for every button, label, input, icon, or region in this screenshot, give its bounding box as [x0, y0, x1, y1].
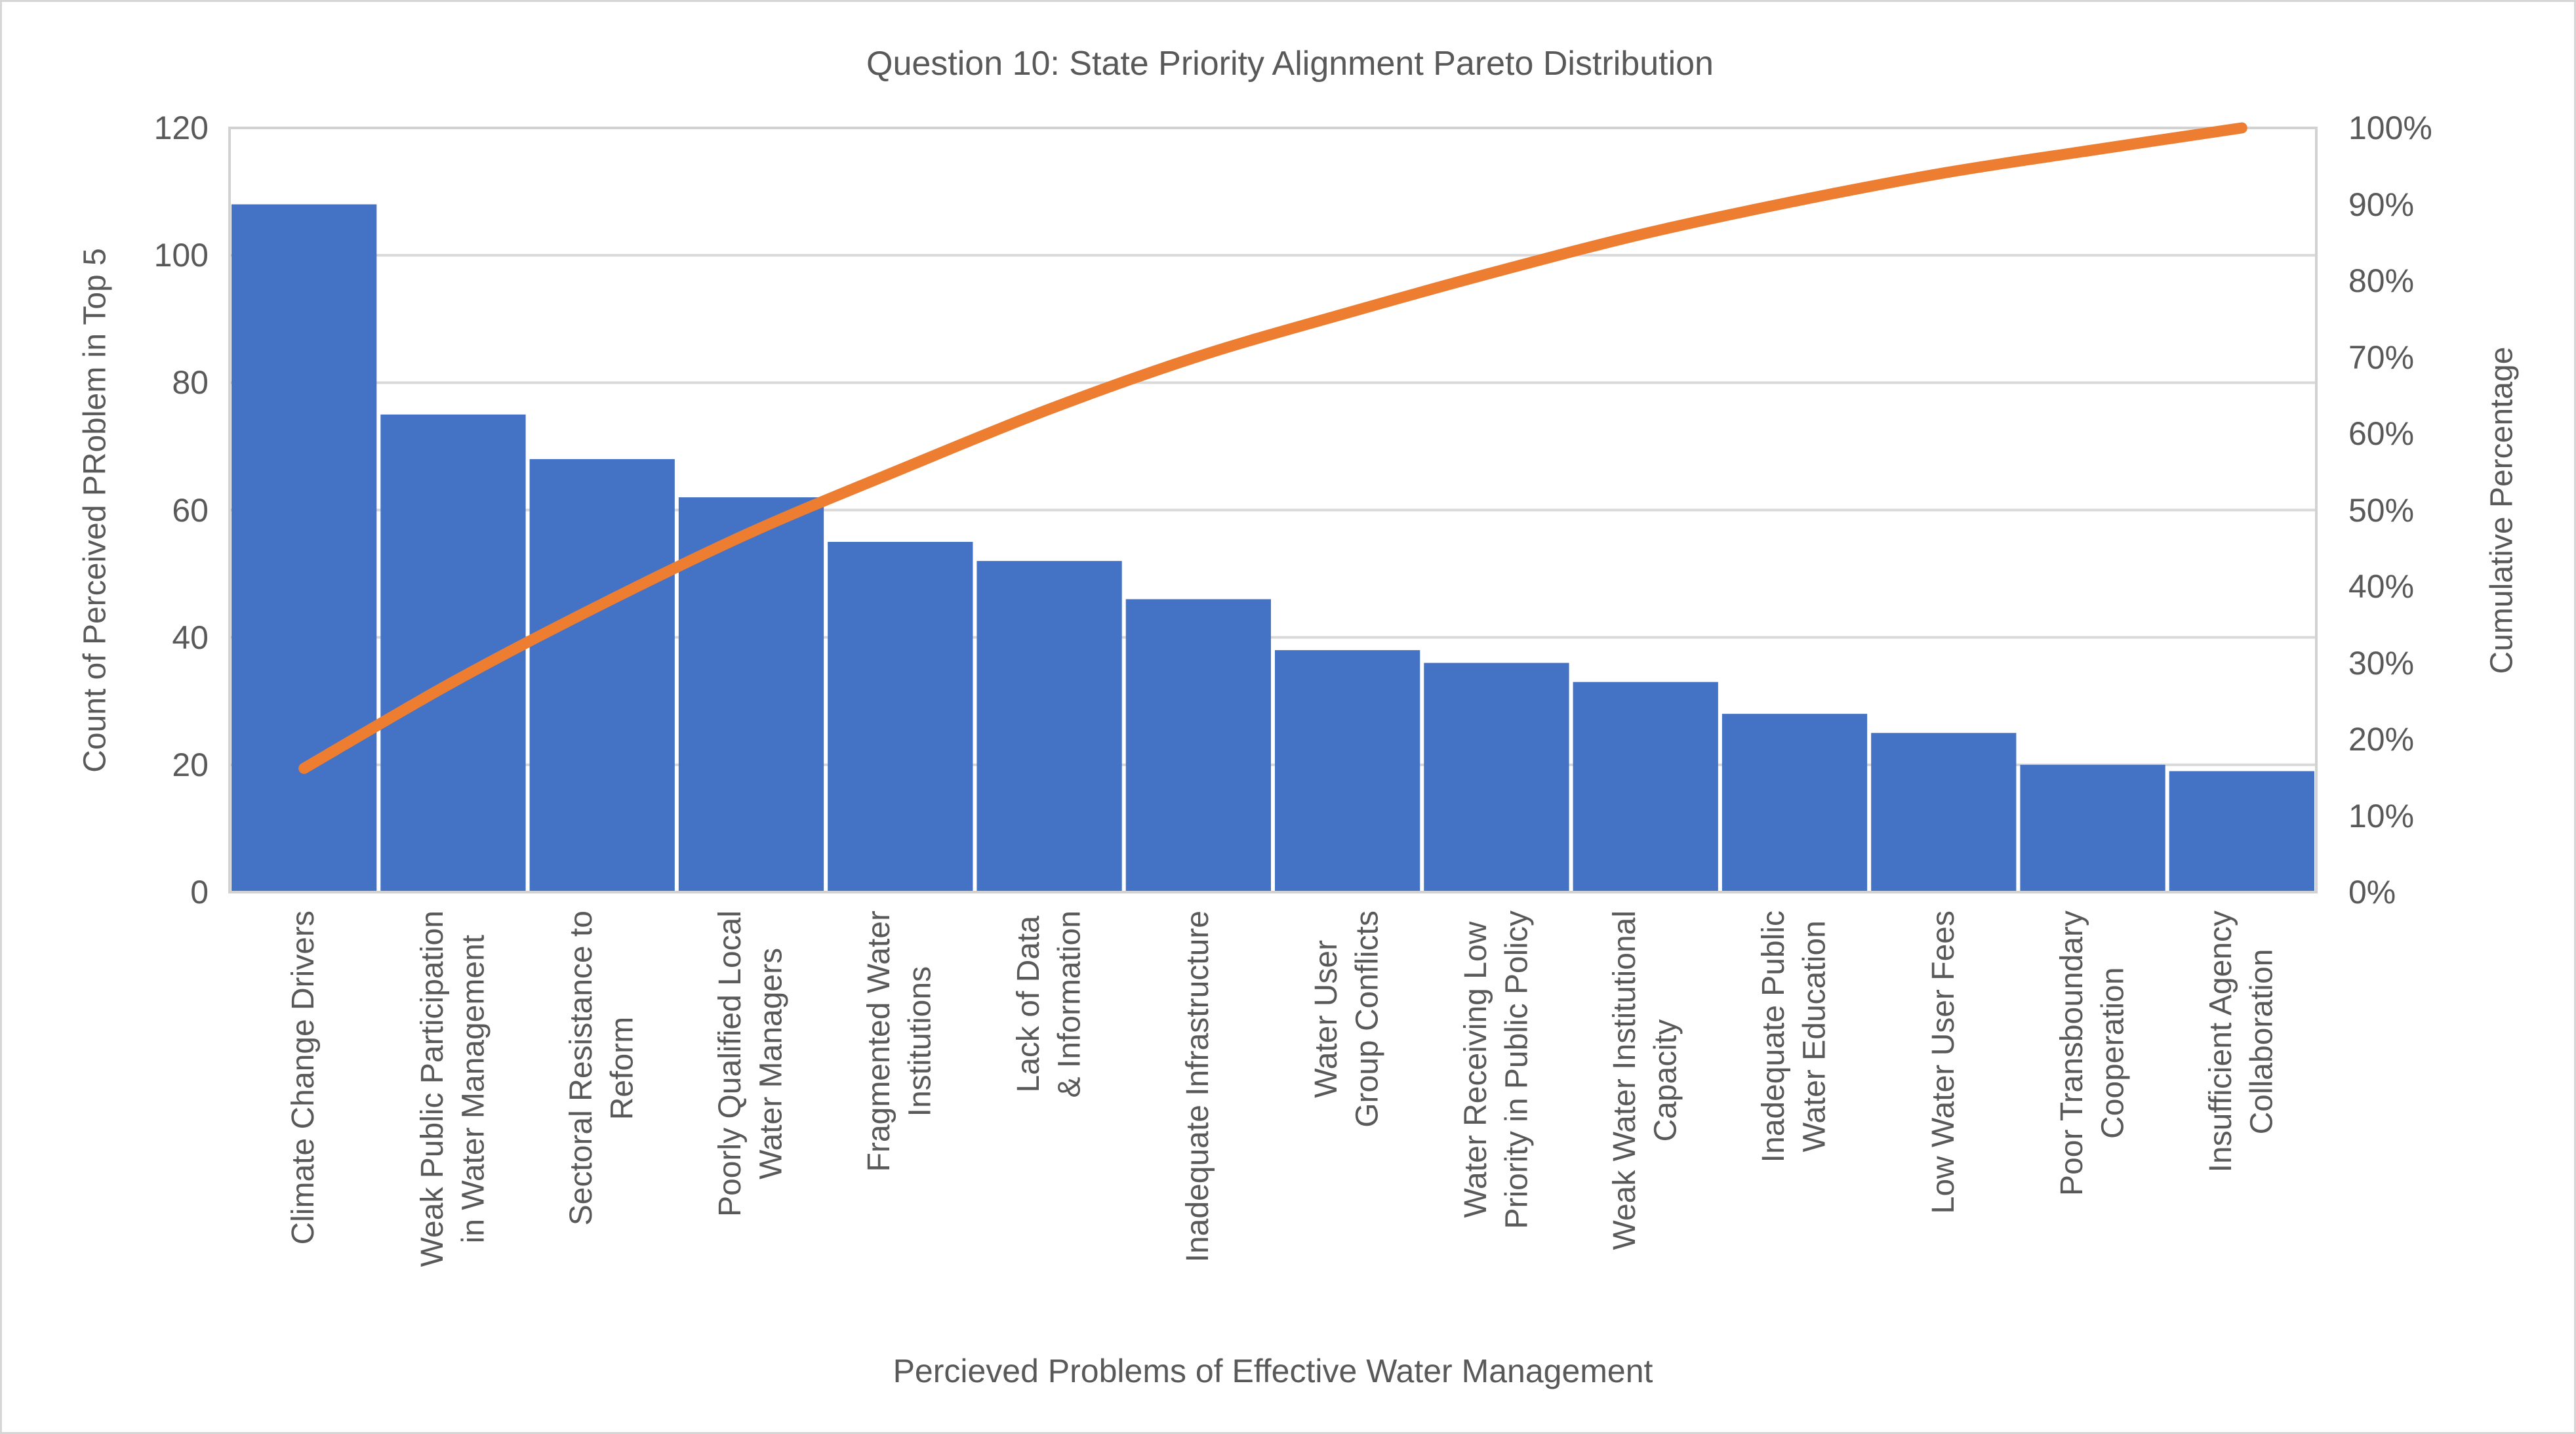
category-axis-labels: Climate Change Drivers Weak Public Partic… — [230, 911, 2316, 1267]
right-tick-label: 50% — [2348, 491, 2415, 529]
category-label: Poorly Qualified Local Water Managers — [713, 911, 789, 1217]
category-slot: Lack of Data & Information — [975, 911, 1123, 1097]
category-slot: Weak Water Institutional Capacity — [1571, 911, 1720, 1250]
cumulative-line — [298, 122, 2247, 774]
left-tick-label: 40 — [172, 619, 209, 656]
left-tick-label: 100 — [153, 237, 209, 274]
right-tick-label: 60% — [2348, 415, 2415, 452]
category-label: Water User Group Conflicts — [1309, 911, 1385, 1128]
bar — [2020, 764, 2165, 892]
bar — [1573, 682, 1718, 892]
category-label: Insufficient Agency Collaboration — [2203, 911, 2280, 1173]
left-tick-label: 60 — [172, 491, 209, 529]
category-slot: Poorly Qualified Local Water Managers — [677, 911, 826, 1217]
category-label: Water Receiving Low Priority in Public P… — [1458, 911, 1534, 1229]
category-slot: Low Water User Fees — [1869, 911, 2018, 1214]
category-slot: Climate Change Drivers — [230, 911, 378, 1245]
right-tick-label: 40% — [2348, 568, 2415, 605]
category-label: Weak Water Institutional Capacity — [1607, 911, 1683, 1250]
category-label: Lack of Data & Information — [1011, 911, 1087, 1098]
category-label: Inadequate Infrastructure — [1180, 911, 1216, 1263]
bar — [1721, 714, 1868, 892]
category-slot: Poor Transboundary Cooperation — [2018, 911, 2167, 1196]
bar — [1871, 733, 2017, 892]
left-tick-label: 120 — [153, 110, 209, 146]
bar — [1424, 663, 1569, 892]
category-label: Low Water User Fees — [1925, 911, 1961, 1214]
left-axis-title: Count of Perceived PRoblem in Top 5 — [77, 247, 113, 773]
bar — [976, 561, 1122, 892]
right-tick-label: 90% — [2348, 186, 2415, 223]
x-axis-title: Percieved Problems of Effective Water Ma… — [893, 1353, 1653, 1389]
category-label: Fragmented Water Institutions — [862, 911, 938, 1172]
category-slot: Insufficient Agency Collaboration — [2167, 911, 2316, 1172]
category-slot: Water Receiving Low Priority in Public P… — [1422, 911, 1571, 1229]
category-slot: Fragmented Water Institutions — [826, 911, 975, 1172]
bar — [231, 204, 377, 892]
right-tick-label: 80% — [2348, 262, 2415, 299]
category-slot: Inadequate Infrastructure — [1124, 911, 1273, 1262]
right-tick-label: 10% — [2348, 797, 2415, 834]
category-label: Weak Public Participation in Water Manag… — [414, 911, 491, 1267]
category-label: Poor Transboundary Cooperation — [2054, 911, 2131, 1196]
category-label: Climate Change Drivers — [286, 911, 321, 1245]
left-tick-label: 0 — [190, 874, 209, 911]
plot-border — [228, 127, 2318, 893]
bar — [828, 542, 973, 892]
bar — [1275, 650, 1420, 892]
left-tick-label: 20 — [172, 746, 209, 783]
left-tick-label: 80 — [172, 364, 209, 401]
right-tick-label: 30% — [2348, 644, 2415, 682]
bar — [678, 497, 824, 892]
category-slot: Inadequate Public Water Education — [1720, 911, 1869, 1162]
category-slot: Weak Public Participation in Water Manag… — [378, 911, 527, 1267]
bar — [1125, 599, 1271, 892]
bar — [2169, 771, 2314, 892]
right-axis-title: Cumulative Percentage — [2484, 346, 2520, 674]
chart-title: Question 10: State Priority Alignment Pa… — [866, 45, 1714, 83]
category-label: Inadequate Public Water Education — [1756, 911, 1832, 1163]
right-tick-label: 100% — [2348, 110, 2432, 146]
right-tick-label: 0% — [2348, 874, 2396, 911]
right-tick-label: 70% — [2348, 338, 2415, 376]
category-label: Sectoral Resistance to Reform — [563, 911, 640, 1226]
right-tick-label: 20% — [2348, 721, 2415, 758]
bar — [529, 459, 675, 892]
category-slot: Water User Group Conflicts — [1273, 911, 1422, 1128]
category-slot: Sectoral Resistance to Reform — [528, 911, 677, 1225]
